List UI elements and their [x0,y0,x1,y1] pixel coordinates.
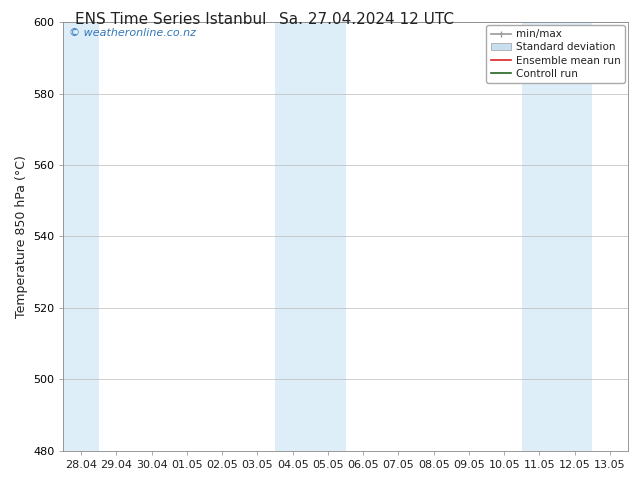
Text: ENS Time Series Istanbul: ENS Time Series Istanbul [75,12,266,27]
Text: © weatheronline.co.nz: © weatheronline.co.nz [69,28,196,39]
Bar [522,22,592,451]
Text: Sa. 27.04.2024 12 UTC: Sa. 27.04.2024 12 UTC [279,12,454,27]
Y-axis label: Temperature 850 hPa (°C): Temperature 850 hPa (°C) [15,155,27,318]
Legend: min/max, Standard deviation, Ensemble mean run, Controll run: min/max, Standard deviation, Ensemble me… [486,25,624,83]
Bar [275,22,346,451]
Bar [63,22,99,451]
